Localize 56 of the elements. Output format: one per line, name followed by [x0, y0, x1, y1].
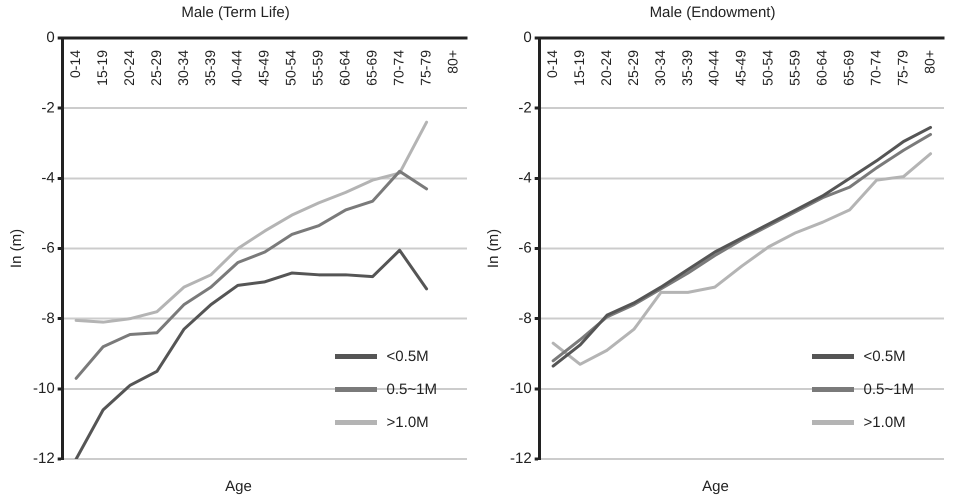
x-tick-label: 15-19 — [94, 50, 110, 86]
x-tick-label: 80+ — [444, 50, 460, 74]
y-tick-label: -8 — [41, 310, 55, 327]
y-tick-label: -6 — [518, 240, 532, 257]
x-tick-label: 20-24 — [598, 50, 614, 86]
x-axis-title: Age — [701, 478, 730, 495]
x-tick-label: 40-44 — [228, 50, 245, 86]
x-tick-label: 0-14 — [67, 50, 84, 78]
legend-label: >1.0M — [386, 414, 429, 431]
x-tick-label: 75-79 — [417, 50, 434, 86]
y-axis-title: In (m) — [485, 228, 502, 268]
x-tick-label: 55-59 — [786, 50, 803, 86]
legend-label: <0.5M — [864, 348, 906, 365]
x-tick-label: 35-39 — [678, 50, 695, 86]
x-tick-label: 25-29 — [624, 50, 641, 86]
legend-label: 0.5~1M — [864, 381, 914, 398]
x-tick-label: 20-24 — [120, 50, 137, 86]
y-tick-label: -2 — [41, 99, 55, 116]
x-tick-label: 55-59 — [310, 50, 326, 86]
x-tick-label: 80+ — [921, 50, 938, 74]
y-tick-label: -4 — [41, 169, 55, 186]
x-tick-label: 65-69 — [364, 50, 380, 86]
x-tick-label: 60-64 — [336, 50, 353, 86]
x-tick-label: 35-39 — [202, 50, 218, 86]
y-tick-label: -12 — [510, 450, 532, 468]
x-tick-label: 75-79 — [894, 50, 910, 86]
y-tick-label: -12 — [32, 450, 55, 468]
x-tick-label: 60-64 — [814, 50, 830, 86]
x-tick-label: 40-44 — [706, 50, 722, 86]
chart-title: Male (Term Life) — [181, 4, 290, 22]
x-axis-title: Age — [224, 478, 253, 495]
x-tick-label: 30-34 — [174, 50, 191, 86]
x-tick-label: 15-19 — [570, 50, 587, 86]
y-tick-label: -10 — [32, 380, 55, 397]
x-tick-label: 0-14 — [544, 50, 560, 78]
legend-label: 0.5~1M — [386, 381, 437, 398]
x-tick-label: 25-29 — [148, 50, 164, 86]
x-tick-label: 50-54 — [282, 50, 299, 86]
x-tick-label: 45-49 — [732, 50, 749, 86]
x-tick-label: 50-54 — [760, 50, 776, 86]
legend-label: <0.5M — [386, 348, 429, 365]
y-tick-label: -2 — [518, 99, 532, 116]
y-tick-label: 0 — [46, 29, 55, 46]
x-tick-label: 70-74 — [390, 50, 406, 86]
y-axis-title: In (m) — [8, 228, 26, 268]
legend-label: >1.0M — [864, 414, 906, 431]
y-tick-label: -8 — [518, 310, 532, 327]
y-tick-label: -6 — [41, 240, 55, 257]
y-tick-label: 0 — [523, 29, 532, 46]
y-tick-label: -4 — [518, 169, 532, 186]
x-tick-label: 65-69 — [840, 50, 857, 86]
x-tick-label: 45-49 — [256, 50, 272, 86]
x-tick-label: 70-74 — [867, 50, 884, 86]
x-tick-label: 30-34 — [652, 50, 668, 86]
chart-title: Male (Endowment) — [650, 4, 776, 22]
y-tick-label: -10 — [510, 380, 532, 397]
